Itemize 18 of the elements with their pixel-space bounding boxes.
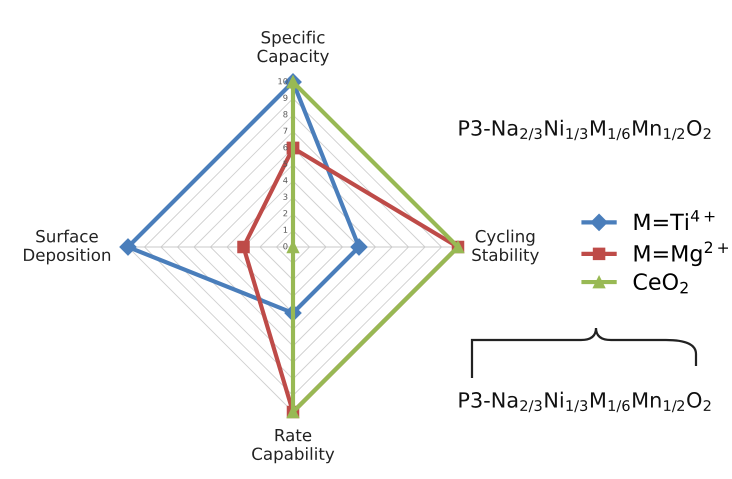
y-tick-label: 8 — [283, 111, 288, 118]
text: P3-Na$_{2/3}$Ni$_{1/3}$M$_{1/6}$Mn$_{1/2}$O$_{2}$ — [459, 392, 710, 412]
y-tick-label: 1 — [284, 226, 288, 233]
legend-label: M=Ti$^{4+}$ — [634, 210, 714, 230]
text: P3-Na$_{2/3}$Ni$_{1/3}$M$_{1/6}$Mn$_{1/2}$O$_{2}$ — [459, 120, 710, 140]
legend-label: M=Mg$^{2+}$ — [634, 241, 728, 266]
spoke-label: Cycling Stability — [472, 230, 539, 264]
y-tick-label: 4 — [283, 177, 288, 184]
legend-label: CeO$_{2}$ — [634, 273, 688, 294]
spoke-label: Rate Capability — [252, 429, 334, 464]
spoke-label: Specific Capacity — [258, 30, 329, 66]
y-tick-label: 0 — [283, 243, 288, 250]
y-tick-label: 3 — [283, 194, 288, 200]
y-tick-label: 2 — [283, 210, 288, 216]
spoke-label: Surface Deposition — [24, 230, 110, 264]
y-tick-label: 9 — [283, 94, 288, 101]
y-tick-label: 7 — [283, 128, 288, 134]
y-tick-label: 5 — [283, 160, 288, 167]
